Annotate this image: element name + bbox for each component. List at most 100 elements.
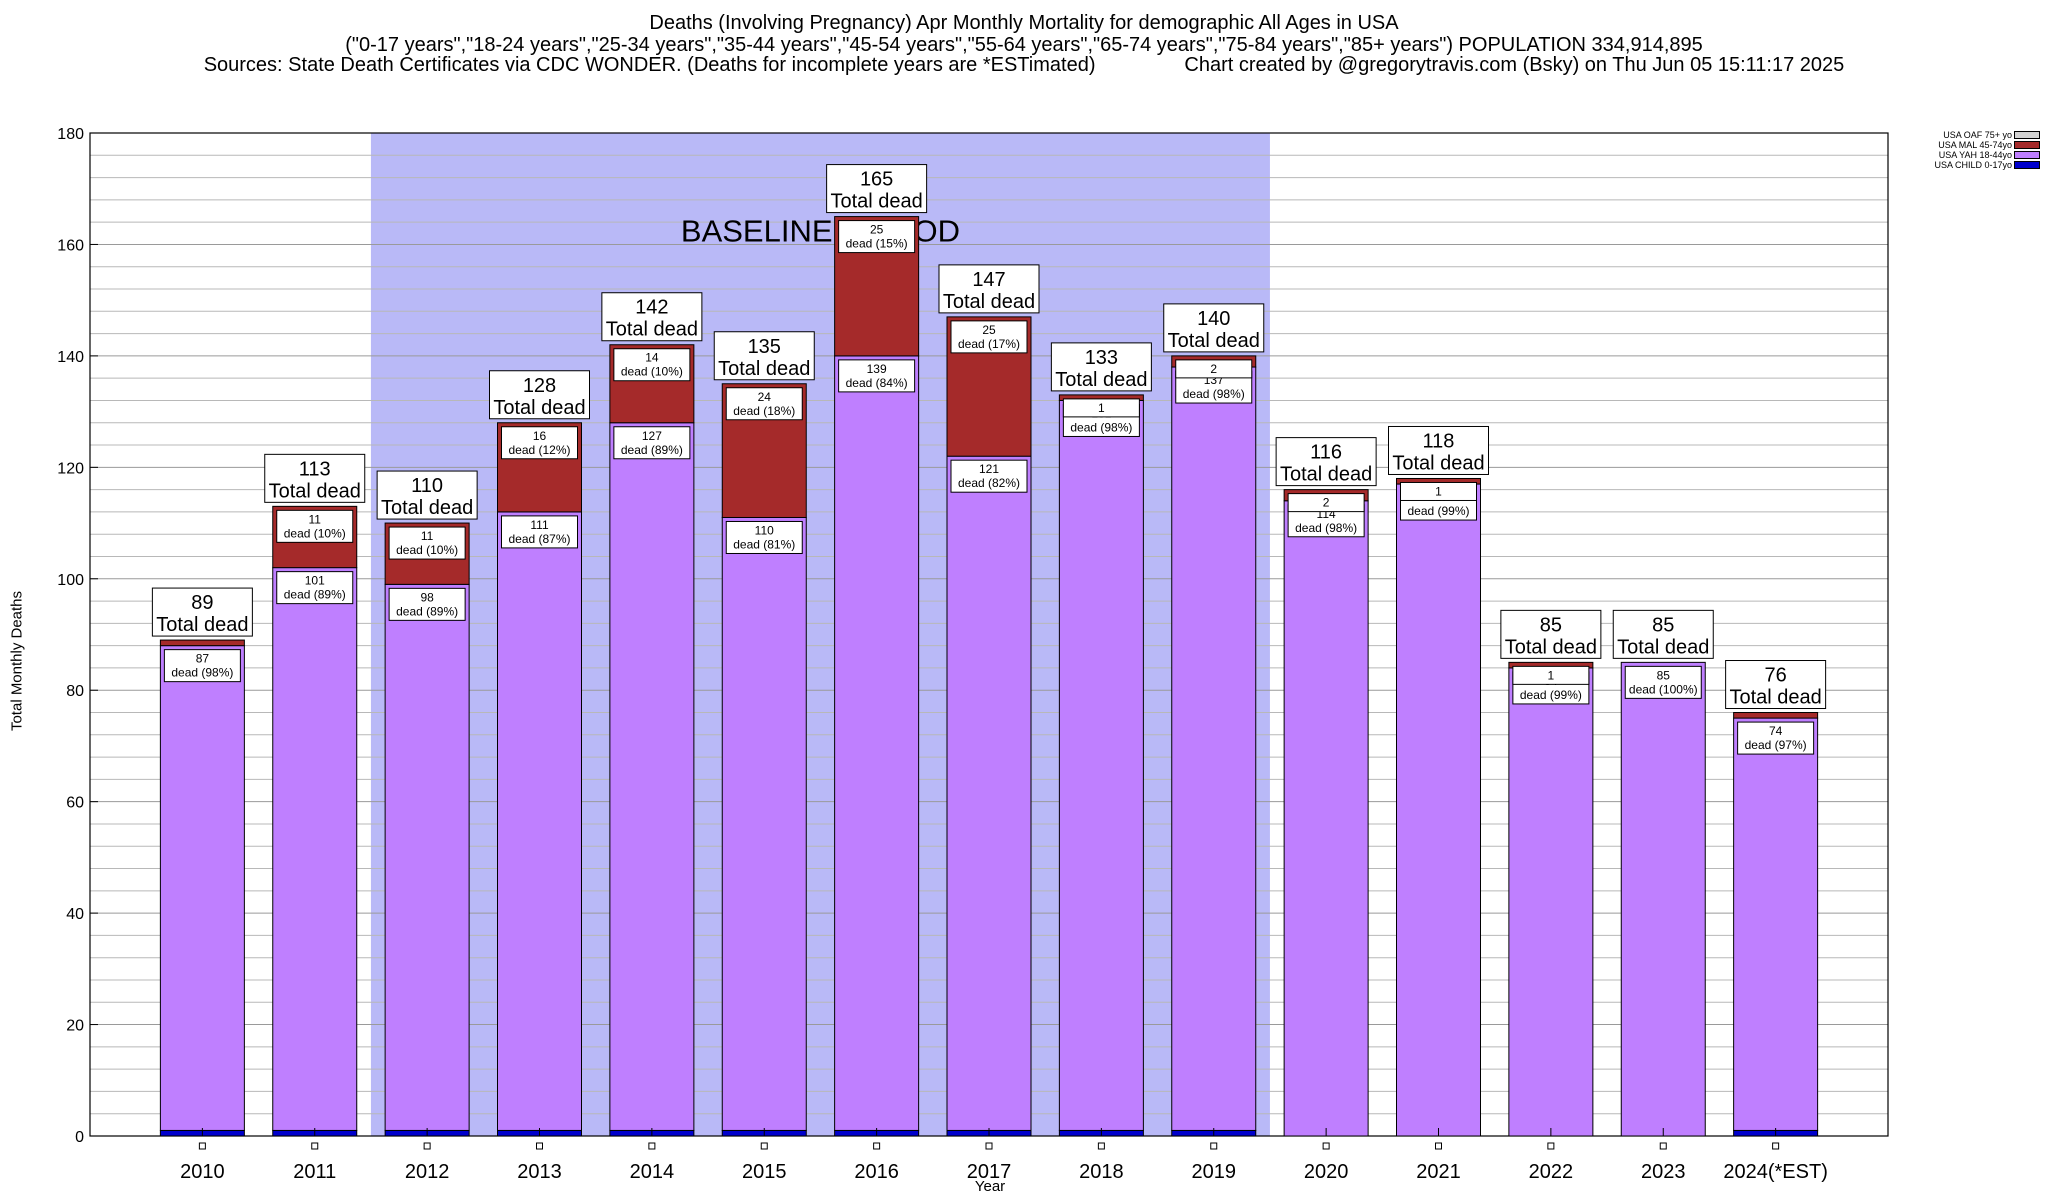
x-marker (985, 1142, 993, 1150)
total-data-label-text: 116 (1310, 442, 1342, 464)
bar-yah-segment (1508, 667, 1594, 1137)
x-tick-label: 2023 (1641, 1161, 1686, 1183)
mal-data-label-text: 11 (309, 512, 322, 526)
x-tick-label: 2021 (1416, 1161, 1461, 1183)
y-tick-label: 40 (66, 906, 84, 923)
legend-label: USA CHILD 0-17yo (1934, 160, 2012, 170)
total-data-label-text: 133 (1085, 347, 1118, 369)
total-data-label-box (1612, 609, 1714, 659)
legend-item: USA MAL 45-74yo (1880, 140, 2040, 150)
total-data-label-box (1725, 660, 1827, 710)
mal-data-label-box (725, 387, 803, 421)
x-tick-label: 2024(*EST) (1723, 1161, 1828, 1183)
mal-data-label-text: dead (18%) (733, 404, 795, 418)
total-data-label-text: 85 (1540, 614, 1562, 636)
total-data-label-text: Total dead (943, 291, 1035, 313)
yah-data-label-box (163, 649, 241, 683)
total-data-label-text: Total dead (269, 480, 361, 502)
x-marker (1772, 1142, 1780, 1150)
bar-yah-segment (1396, 483, 1481, 1137)
x-marker (311, 1142, 319, 1150)
yah-data-label-box (501, 515, 578, 549)
yah-data-label-text: dead (99%) (1407, 504, 1469, 518)
yah-data-label-text: dead (100%) (1629, 682, 1698, 696)
total-data-label-text: Total dead (1168, 330, 1260, 352)
mal-data-label-text: 25 (982, 323, 996, 337)
x-tick-label: 2017 (967, 1161, 1012, 1183)
x-marker (1659, 1142, 1667, 1150)
mal-data-label-box (1062, 398, 1140, 418)
total-data-label-text: Total dead (830, 191, 922, 213)
yah-data-label-text: 85 (1657, 668, 1671, 682)
mal-data-label-text: dead (10%) (621, 365, 683, 379)
x-tick-label: 2022 (1529, 1161, 1574, 1183)
total-data-label-box (601, 292, 703, 342)
x-marker (536, 1142, 543, 1150)
yah-data-label-text: 110 (755, 523, 774, 537)
y-tick-label: 0 (75, 1129, 84, 1146)
x-tick-label: 2020 (1304, 1161, 1349, 1183)
bar-yah-segment (1171, 366, 1257, 1131)
legend-label: USA YAH 18-44yo (1938, 150, 2012, 160)
mal-data-label: 1 (1400, 481, 1477, 501)
total-data-label-box (1500, 609, 1602, 659)
legend: USA OAF 75+ yo USA MAL 45-74yo USA YAH 18-… (1880, 130, 2040, 170)
mal-data-label-box (388, 526, 466, 560)
total-data-label-text: 89 (191, 592, 213, 614)
total-data-label-box (713, 331, 815, 381)
y-tick-label: 20 (66, 1018, 84, 1035)
legend-label: USA MAL 45-74yo (1938, 140, 2012, 150)
mal-data-label-text: 24 (758, 390, 772, 404)
mal-data-label-text: 1 (1098, 401, 1105, 415)
legend-swatch (2014, 131, 2040, 139)
yah-data-label-text: dead (89%) (621, 443, 683, 457)
total-data-label-text: 110 (411, 475, 443, 497)
mal-data-label-box (1512, 665, 1590, 685)
mal-data-label-box (1400, 481, 1477, 501)
mal-data-label-box (950, 320, 1028, 354)
y-tick-label: 100 (57, 572, 84, 589)
mal-data-label-text: 2 (1210, 362, 1217, 376)
legend-item: USA OAF 75+ yo (1880, 130, 2040, 140)
x-marker (760, 1142, 768, 1150)
yah-data-label-text: dead (98%) (171, 666, 233, 680)
mal-data-label-text: 1 (1435, 484, 1442, 498)
total-data-label-box (1050, 342, 1152, 392)
mal-data-label: 2 (1175, 359, 1253, 379)
bar-mal-segment (159, 639, 245, 647)
total-data-label-text: 128 (523, 375, 556, 397)
yah-data-label-text: dead (89%) (284, 588, 346, 602)
x-marker (1097, 1142, 1105, 1150)
total-data-label-text: Total dead (1392, 452, 1484, 474)
yah-data-label-box (613, 426, 691, 460)
mal-data-label: 1 (1512, 665, 1590, 685)
legend-item: USA CHILD 0-17yo (1880, 160, 2040, 170)
yah-data-label-text: dead (82%) (958, 476, 1020, 490)
y-tick-label: 140 (57, 349, 84, 366)
y-tick-label: 120 (57, 460, 84, 477)
mal-data-label-text: dead (12%) (508, 443, 570, 457)
x-tick-label: 2010 (180, 1161, 225, 1183)
yah-data-label-text: dead (98%) (1295, 521, 1357, 535)
bar-yah-segment (1058, 399, 1144, 1131)
bar-yah-segment (609, 422, 695, 1131)
yah-data-label-text: 127 (642, 429, 662, 443)
yah-data-label-box (1737, 721, 1815, 755)
x-marker (873, 1142, 881, 1150)
total-data-label-text: Total dead (381, 497, 473, 519)
total-data-label-box (376, 470, 478, 520)
mal-data-label-box (1175, 359, 1253, 379)
